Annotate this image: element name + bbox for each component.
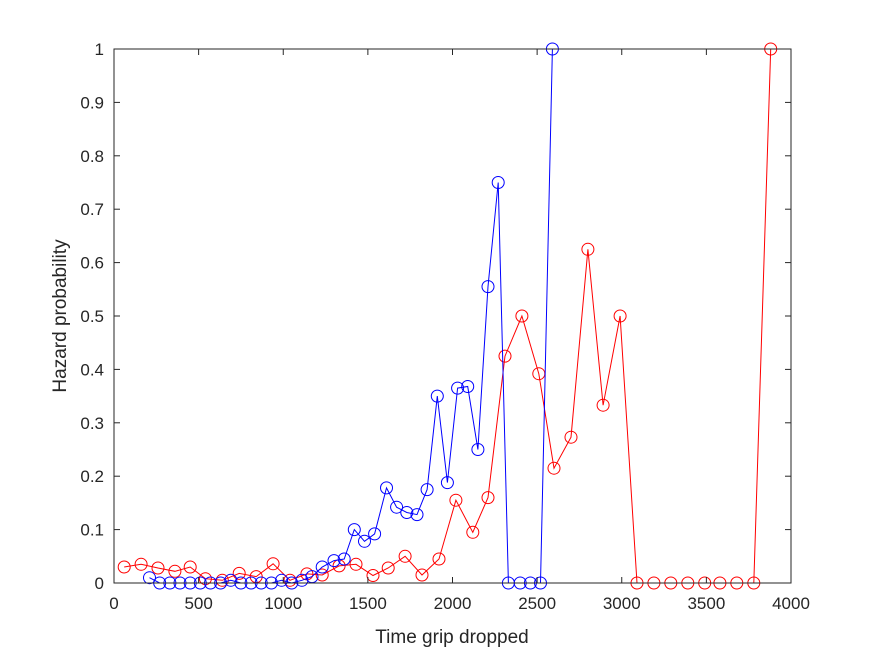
data-point-marker [349,557,363,571]
data-point-marker [451,381,465,395]
x-tick-label: 1500 [349,594,387,613]
data-point-marker [337,552,351,566]
y-tick-label: 0 [95,574,104,593]
y-tick-label: 0.8 [80,147,104,166]
data-point-marker [400,506,414,519]
data-point-marker [151,561,165,575]
x-tick-label: 1000 [264,594,302,613]
data-point-marker [224,573,238,587]
data-point-marker [515,309,529,323]
data-point-marker [432,552,446,566]
data-point-marker [547,461,561,475]
data-point-marker [481,491,495,505]
x-tick-label: 3000 [603,594,641,613]
x-axis-title: Time grip dropped [375,627,528,648]
data-point-marker [168,564,182,578]
x-tick-label: 2500 [518,594,556,613]
plot-background [114,49,791,583]
x-tick-label: 3500 [687,594,725,613]
data-point-marker [398,549,412,563]
data-point-marker [410,508,424,522]
data-point-marker [564,430,578,444]
data-point-marker [315,568,329,582]
data-point-marker [315,560,329,574]
y-axis-ticks: 0 0.1 0.2 0.3 0.4 0.5 0.6 0.7 0.8 0.9 1 [80,40,791,593]
data-point-marker [471,443,485,456]
y-tick-label: 0.7 [80,200,104,219]
data-point-marker [613,309,627,323]
y-tick-label: 0.6 [80,254,104,273]
data-point-marker [440,476,454,490]
data-point-marker [581,242,595,256]
data-point-marker [380,481,393,495]
y-tick-label: 0.9 [80,93,104,112]
y-tick-label: 0.3 [80,414,104,433]
data-point-marker [498,349,512,363]
data-point-marker [390,500,404,514]
data-point-marker [381,561,395,575]
data-point-marker [134,557,148,571]
data-point-marker [198,572,212,586]
data-point-marker [366,569,380,582]
data-point-marker [368,527,382,541]
data-point-marker [449,493,463,507]
y-tick-label: 1 [95,40,104,59]
data-point-marker [461,380,475,393]
y-tick-label: 0.2 [80,467,104,486]
y-axis-title: Hazard probability [50,239,71,393]
data-point-marker [232,566,246,580]
y-tick-label: 0.1 [80,521,104,540]
data-point-marker [327,554,341,568]
y-tick-label: 0.4 [80,360,104,379]
y-tick-label: 0.5 [80,307,104,326]
data-point-marker [420,483,434,497]
x-tick-label: 0 [109,594,118,613]
data-point-marker [466,525,480,539]
data-point-marker [275,573,289,587]
x-tick-label: 2000 [434,594,472,613]
data-point-marker [491,176,505,189]
data-point-marker [481,280,495,294]
data-point-marker [183,560,197,574]
data-point-marker [117,560,131,574]
x-tick-label: 4000 [772,594,810,613]
data-point-marker [347,523,361,537]
data-point-marker [143,571,156,585]
data-point-marker [266,557,280,571]
data-point-marker [415,568,429,582]
data-point-marker [596,398,610,412]
data-point-marker [358,534,371,548]
x-tick-label: 500 [184,594,212,613]
data-point-marker [430,389,444,403]
x-axis-ticks: 0 500 1000 1500 2000 2500 3000 3500 4000 [109,49,810,613]
